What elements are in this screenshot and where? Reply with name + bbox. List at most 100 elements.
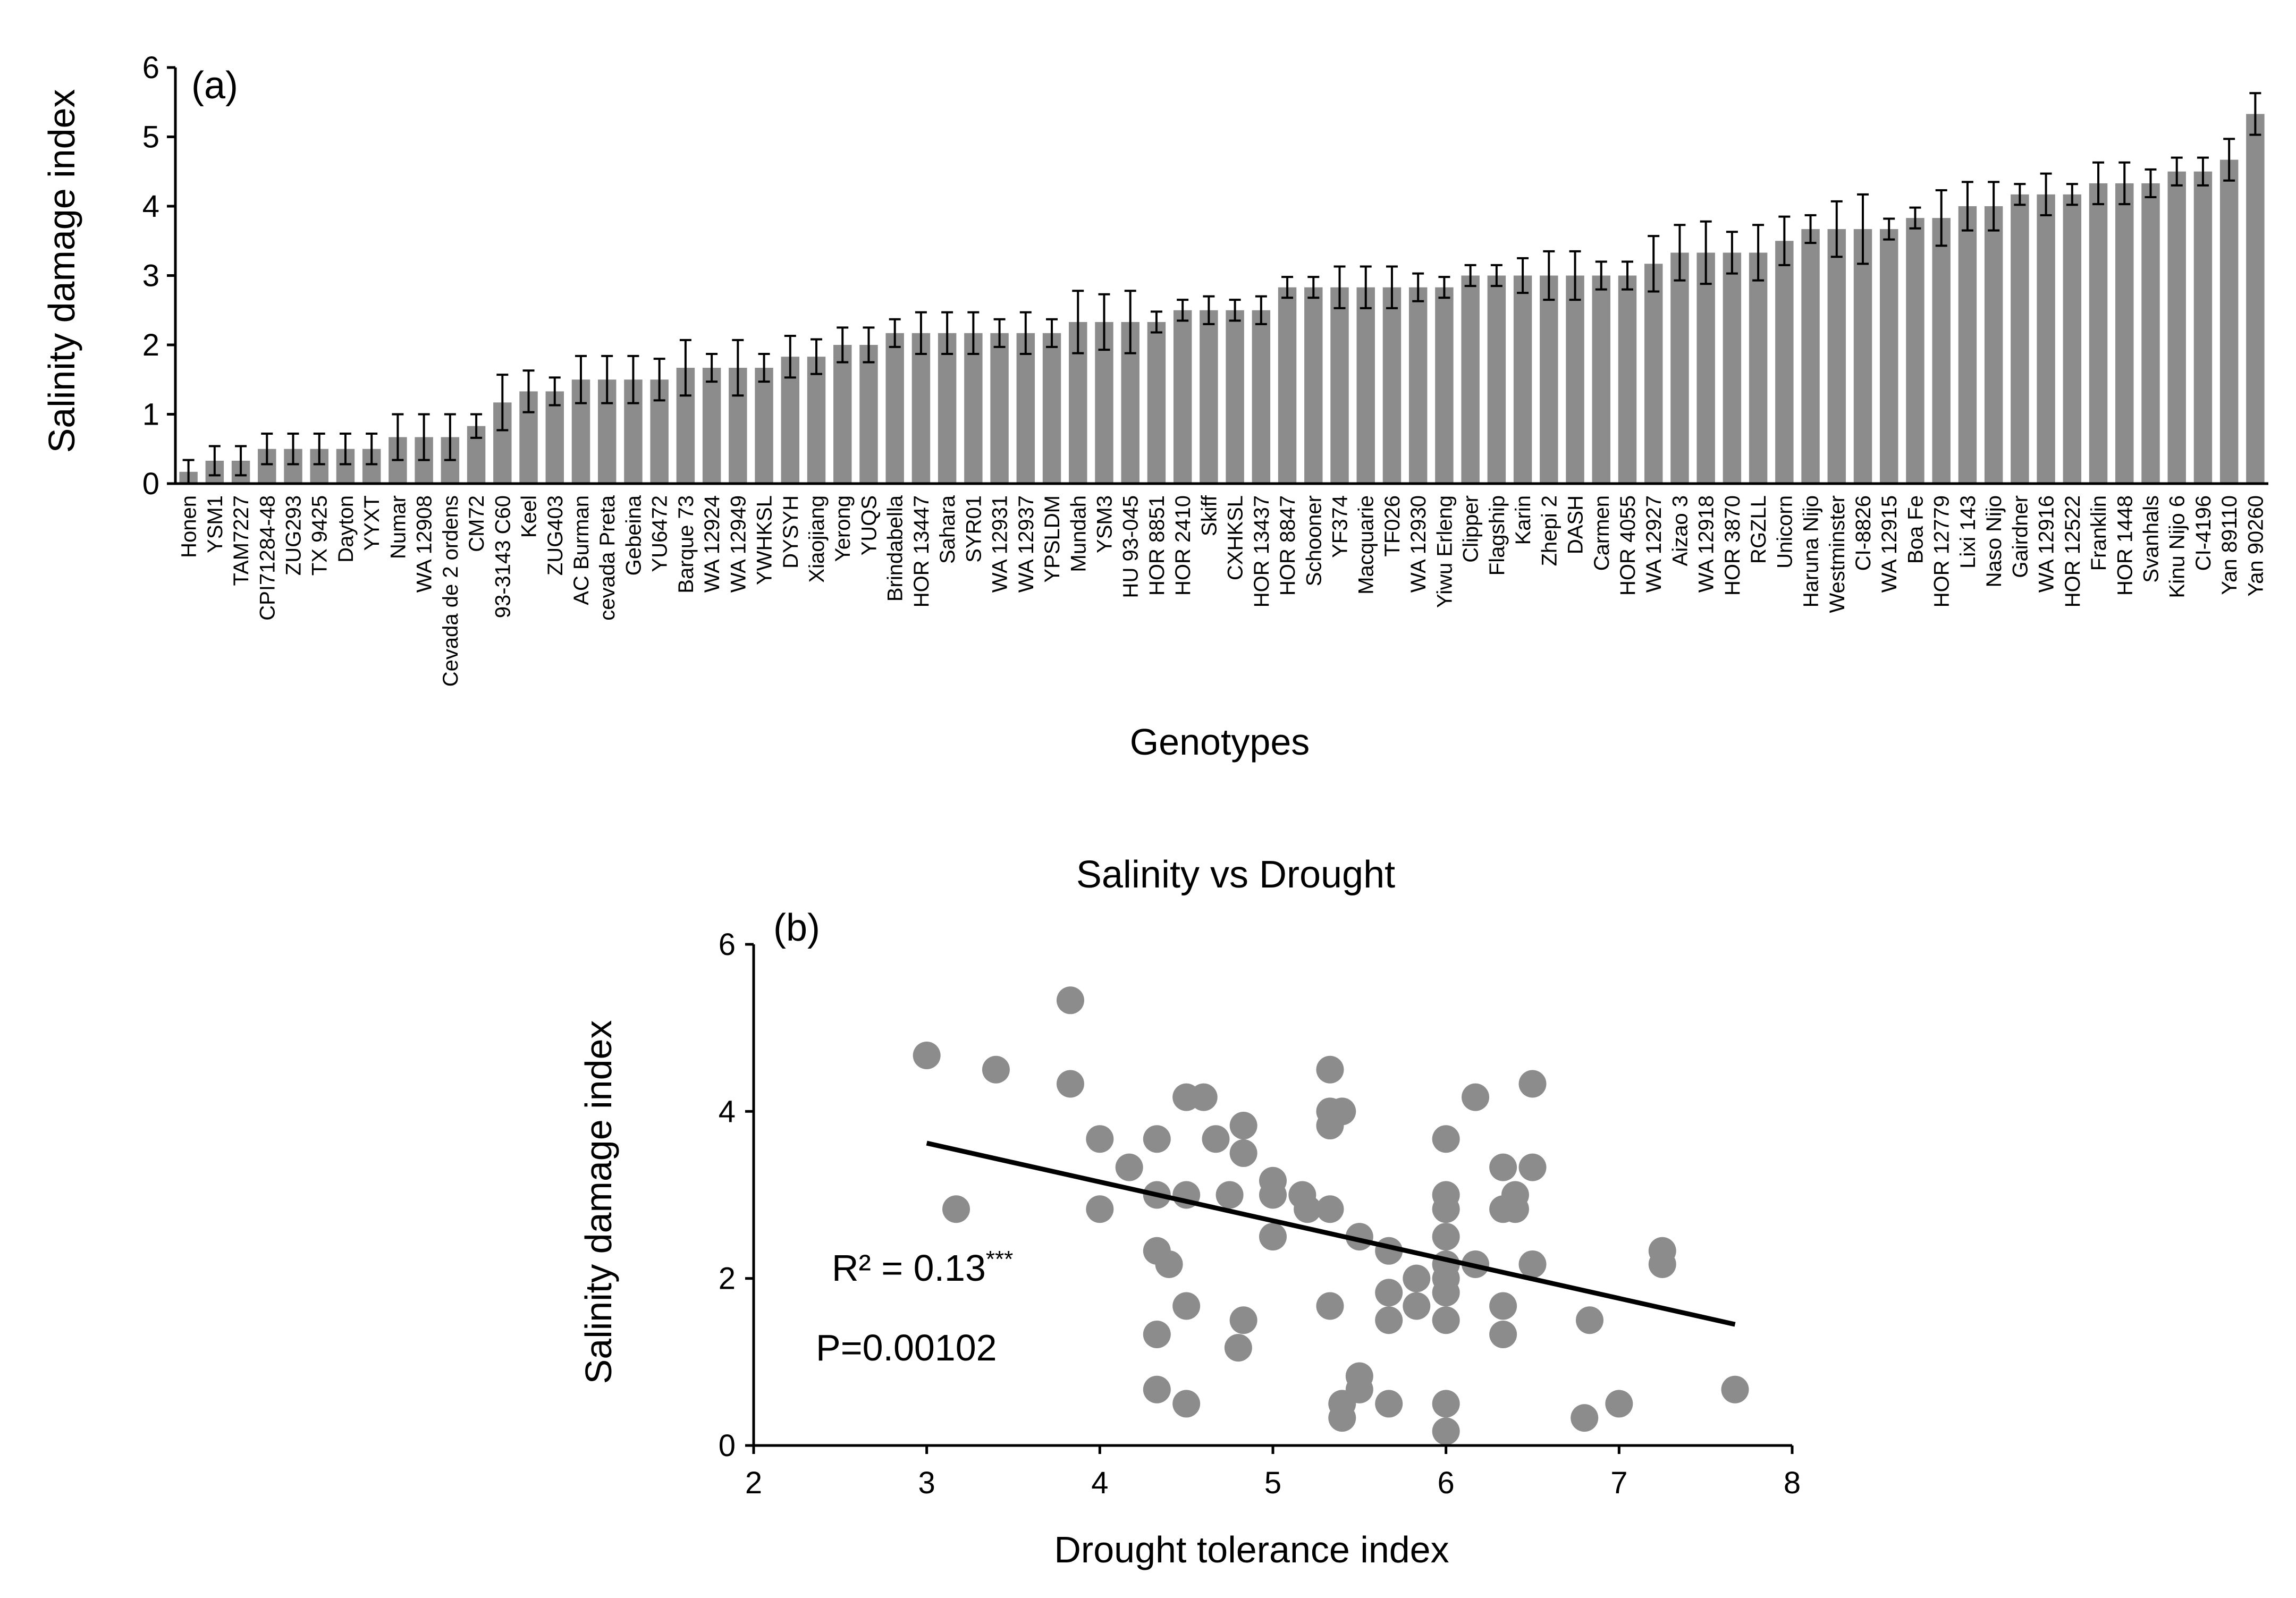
category-label: Schooner [1302, 495, 1326, 586]
bar [1330, 287, 1349, 484]
category-label: RGZLL [1747, 495, 1770, 564]
scatter-point [1571, 1404, 1599, 1432]
scatter-point [1375, 1390, 1403, 1418]
category-label: AC Burman [570, 495, 593, 605]
scatter-point [1316, 1292, 1344, 1320]
bar-y-tick-label: 6 [142, 50, 159, 85]
category-label: Dayton [334, 495, 358, 563]
category-label: CI-4196 [2192, 495, 2215, 571]
scatter-point [1259, 1223, 1287, 1251]
category-label: CXHKSL [1224, 495, 1247, 580]
category-label: Yiwu Erleng [1433, 495, 1456, 608]
category-label: HOR 4055 [1616, 495, 1640, 596]
bar-y-tick-label: 3 [142, 259, 159, 293]
bar [2219, 159, 2239, 484]
scatter-point [1721, 1375, 1749, 1403]
category-label: Yan 90260 [2244, 495, 2267, 597]
bar [1278, 287, 1297, 484]
category-label: Haruna Nijo [1800, 495, 1823, 607]
category-label: ZUG403 [544, 495, 567, 576]
category-label: Clipper [1459, 495, 1483, 563]
category-label: Gebeina [622, 495, 645, 576]
scatter-point [913, 1042, 941, 1070]
scatter-point [1086, 1195, 1114, 1223]
bar [1487, 275, 1506, 484]
category-label: YF374 [1329, 495, 1352, 558]
category-label: HU 93-045 [1119, 495, 1143, 598]
r-squared-text: R² = 0.13 [832, 1247, 986, 1289]
category-label: Zhepi 2 [1538, 495, 1561, 566]
scatter-x-axis-label: Drought tolerance index [1054, 1529, 1449, 1570]
scatter-x-tick-label: 7 [1610, 1466, 1627, 1500]
scatter-point [1489, 1153, 1517, 1181]
scatter-point [1345, 1375, 1373, 1403]
bar-category-labels: Honen YSM1 TAM7227 CPI71284-48 ZUG293 TX 9425… [178, 495, 2268, 687]
category-label: HOR 12779 [1930, 495, 1954, 607]
bar [1592, 275, 1610, 484]
bar [885, 333, 904, 484]
category-label: Skiff [1197, 495, 1221, 536]
bar [1775, 241, 1794, 484]
scatter-point [1143, 1375, 1171, 1403]
category-label: Kinu Nijo 6 [2166, 495, 2189, 598]
category-label: TX 9425 [308, 495, 332, 576]
bar [1880, 229, 1898, 484]
category-label: Xiaojiang [805, 495, 829, 583]
bar-y-ticks: 0 1 2 3 4 5 6 [142, 50, 175, 501]
category-label: Karin [1512, 495, 1535, 545]
scatter-y-axis-label: Salinity damage index [578, 1020, 619, 1384]
category-label: TF026 [1381, 495, 1404, 557]
category-label: HOR 2410 [1171, 495, 1195, 596]
bar [1304, 287, 1323, 484]
scatter-point [1432, 1223, 1460, 1251]
scatter-point [1432, 1125, 1460, 1153]
category-label: YPSLDM [1041, 495, 1064, 583]
category-label: HOR 8847 [1276, 495, 1299, 596]
category-label: Macquarie [1355, 495, 1378, 595]
category-label: Yan 89110 [2218, 495, 2241, 595]
bar [911, 333, 931, 484]
bar [1566, 275, 1584, 484]
bar-y-tick-label: 0 [142, 467, 159, 501]
category-label: Keel [518, 495, 541, 538]
scatter-point [1648, 1250, 1676, 1278]
category-label: ZUG293 [282, 495, 306, 576]
category-label: Cevada de 2 ordens [439, 495, 462, 687]
bar [1670, 252, 1689, 484]
scatter-point [1518, 1250, 1547, 1278]
bar [1618, 275, 1637, 484]
category-label: Carmen [1590, 495, 1614, 571]
bar [2089, 183, 2108, 484]
scatter-point [1086, 1125, 1114, 1153]
scatter-point [982, 1055, 1010, 1084]
category-label: WA 12949 [727, 495, 750, 593]
scatter-point [1143, 1125, 1171, 1153]
bar [755, 368, 773, 484]
category-label: YU6472 [648, 495, 672, 572]
category-label: Westminster [1826, 495, 1849, 613]
bar [1200, 310, 1218, 484]
scatter-point [1172, 1292, 1201, 1320]
bar-chart-panel: (a) Salinity damage index Genotypes 0 1 2 3… [41, 50, 2268, 763]
scatter-x-tick-label: 3 [918, 1466, 935, 1500]
category-label: SYR01 [962, 495, 985, 563]
bar [1408, 287, 1428, 484]
r-squared-annotation: R² = 0.13*** [832, 1246, 1013, 1289]
bar [1906, 218, 1924, 484]
bar [1723, 252, 1742, 484]
bar [1801, 229, 1820, 484]
category-label: Brindabella [884, 495, 907, 602]
scatter-y-tick-label: 0 [719, 1428, 736, 1463]
scatter-point [1432, 1390, 1460, 1418]
scatter-point [1143, 1320, 1171, 1348]
category-label: Mundah [1067, 495, 1090, 572]
scatter-point [1518, 1070, 1547, 1098]
bar [1147, 322, 1166, 484]
bar [1540, 275, 1558, 484]
bar [1173, 310, 1192, 484]
scatter-points [913, 986, 1749, 1445]
scatter-point [1189, 1083, 1218, 1111]
trend-line [926, 1140, 1736, 1327]
category-label: CI-8826 [1852, 495, 1875, 571]
